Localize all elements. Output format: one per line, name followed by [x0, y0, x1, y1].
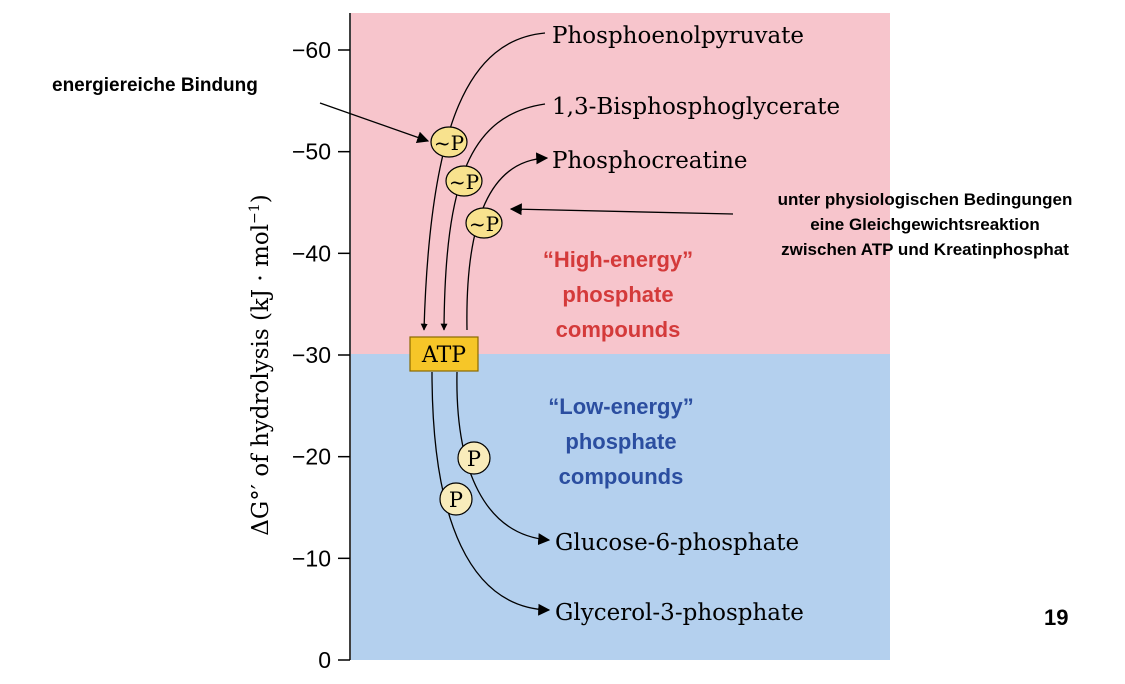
high-energy-label-line2: phosphate: [562, 282, 673, 307]
y-tick-label: −20: [292, 444, 331, 470]
arrow-pcr-atp: [466, 152, 549, 331]
compound-glucose-6-phosphate: Glucose-6-phosphate: [555, 530, 799, 556]
y-axis-ticks: −60 −50 −40 −30 −20 −10 0: [292, 37, 350, 673]
y-tick-label: −50: [292, 139, 331, 165]
high-energy-label: “High-energy” phosphate compounds: [543, 247, 693, 342]
badge-high-3-label: ~P: [469, 212, 499, 236]
compound-phosphocreatine: Phosphocreatine: [552, 148, 748, 174]
arrow-atp-to-g3p: [431, 371, 551, 616]
arrow-bpg-to-atp: [440, 103, 546, 331]
badge-high-2: ~P: [445, 165, 483, 197]
badge-high-1: ~P: [430, 126, 468, 158]
high-energy-region: [351, 13, 890, 354]
annotation-gleichgewicht-line1: unter physiologischen Bedingungen: [777, 190, 1073, 209]
annotation-gleichgewicht-line3: zwischen ATP und Kreatinphosphat: [781, 240, 1069, 259]
atp-label: ATP: [421, 343, 466, 368]
badge-low-1-label: P: [467, 447, 481, 471]
badge-high-1-label: ~P: [434, 131, 464, 155]
badge-low-2-label: P: [449, 488, 463, 512]
y-axis-title: ΔG°′ of hydrolysis (kJ · mol−1): [247, 194, 274, 535]
y-tick-label: −10: [292, 545, 331, 571]
y-tick-label: 0: [318, 647, 331, 673]
y-tick-label: −60: [292, 37, 331, 63]
badge-low-2: P: [439, 482, 473, 516]
atp-box: ATP: [409, 336, 479, 372]
high-energy-label-line1: “High-energy”: [543, 247, 693, 272]
compound-glycerol-3-phosphate: Glycerol-3-phosphate: [555, 600, 804, 626]
low-energy-label-line3: compounds: [559, 464, 684, 489]
pointer-energiereiche-bindung: [319, 102, 430, 144]
low-energy-region: [351, 354, 890, 660]
low-energy-label: “Low-energy” phosphate compounds: [548, 394, 693, 489]
pointer-gleichgewicht: [509, 203, 734, 216]
badge-high-2-label: ~P: [449, 170, 479, 194]
compound-bisphosphoglycerate: 1,3-Bisphosphoglycerate: [552, 94, 840, 120]
badge-high-3: ~P: [465, 207, 503, 239]
high-energy-label-line3: compounds: [556, 317, 681, 342]
low-energy-label-line1: “Low-energy”: [548, 394, 693, 419]
annotation-gleichgewicht: unter physiologischen Bedingungen eine G…: [720, 187, 1125, 262]
page-number: 19: [1044, 605, 1069, 630]
compound-phosphoenolpyruvate: Phosphoenolpyruvate: [552, 23, 804, 49]
y-tick-label: −40: [292, 240, 331, 266]
annotation-gleichgewicht-line2: eine Gleichgewichtsreaktion: [810, 215, 1040, 234]
arrow-atp-to-g6p: [456, 371, 551, 546]
badge-low-1: P: [457, 441, 491, 475]
y-tick-label: −30: [292, 342, 331, 368]
annotation-energiereiche-bindung: energiereiche Bindung: [52, 75, 258, 96]
low-energy-label-line2: phosphate: [565, 429, 676, 454]
arrow-pep-to-atp: [420, 32, 546, 331]
